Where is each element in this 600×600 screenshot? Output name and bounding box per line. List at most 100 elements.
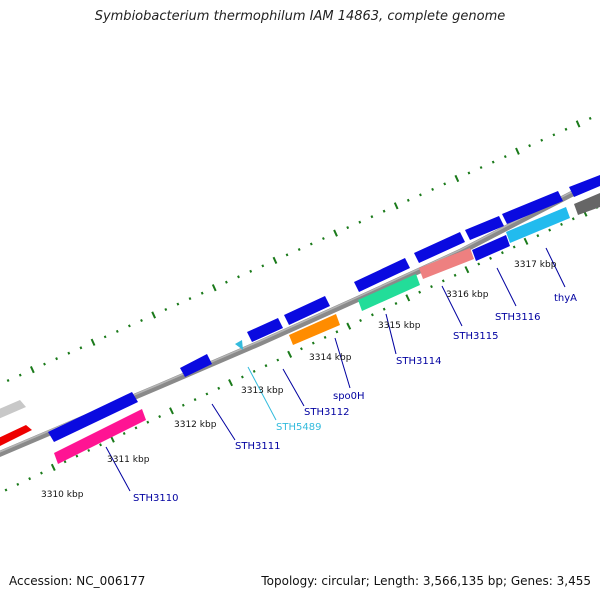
kbp-label: 3310 kbp (41, 490, 84, 500)
gene-blue-3112a[interactable] (247, 318, 283, 342)
tick-mark (453, 273, 457, 277)
gene-blue-3116[interactable] (502, 191, 563, 224)
tick-mark (454, 174, 460, 183)
gene-label-spo0H[interactable]: spo0H (333, 391, 365, 402)
leader-STH3114 (385, 313, 397, 355)
accession-text: Accession: NC_006177 (9, 574, 146, 588)
gene-label-STH3110[interactable]: STH3110 (133, 493, 178, 504)
leader-STH3111 (211, 403, 236, 441)
gene-blue-right-edge[interactable] (596, 176, 600, 182)
gene-label-STH3116[interactable]: STH3116 (495, 312, 540, 323)
gene-STH3116[interactable] (506, 207, 570, 243)
gene-blue-3114[interactable] (354, 258, 410, 292)
leader-STH3116 (496, 267, 517, 307)
gene-STH5489[interactable] (235, 340, 243, 350)
tick-mark (249, 269, 253, 273)
tick-mark (252, 369, 256, 373)
gene-label-STH3112[interactable]: STH3112 (304, 407, 349, 418)
kbp-label: 3316 kbp (446, 290, 489, 300)
gene-labels: STH3110 STH3111 STH5489 STH3112 spo0H ST… (133, 293, 577, 504)
gene-label-STH3114[interactable]: STH3114 (396, 356, 441, 367)
gene-label-STH3111[interactable]: STH3111 (235, 441, 280, 452)
tick-mark (430, 285, 433, 289)
leader-STH3112 (282, 368, 305, 407)
gene-STH3110[interactable] (54, 409, 146, 464)
tick-mark (489, 256, 492, 260)
tick-mark (264, 364, 268, 368)
tick-mark (323, 335, 327, 339)
gene-spo0H[interactable] (289, 314, 340, 345)
label-leaders (105, 247, 566, 492)
tick-mark (394, 301, 398, 306)
genome-summary-text: Topology: circular; Length: 3,566,135 bp… (261, 574, 591, 588)
genome-title: Symbiobacterium thermophilum IAM 14863, … (94, 9, 506, 24)
gene-gray-right[interactable] (574, 193, 600, 215)
gene-blue-3111[interactable] (180, 354, 212, 377)
tick-mark (193, 398, 197, 402)
gene-label-STH5489[interactable]: STH5489 (276, 422, 321, 433)
tick-mark (467, 171, 471, 175)
gene-red[interactable] (0, 425, 32, 446)
tick-mark (164, 307, 168, 312)
tick-mark (393, 202, 399, 210)
tick-mark (346, 226, 350, 230)
gene-track (0, 175, 600, 464)
tick-mark (523, 237, 529, 245)
gene-blue-3115b[interactable] (465, 216, 504, 240)
tick-mark (55, 357, 59, 361)
tick-mark (276, 358, 280, 362)
gene-STH3115[interactable] (419, 248, 474, 279)
leader-thyA (545, 247, 566, 288)
gene-STH3114[interactable] (358, 274, 420, 311)
tick-mark (491, 160, 495, 164)
kbp-scale-labels: 3310 kbp 3311 kbp 3312 kbp 3313 kbp 3314… (41, 260, 557, 500)
tick-mark (515, 147, 520, 155)
tick-mark (560, 222, 563, 226)
tick-mark (431, 187, 435, 191)
gene-light-gray[interactable] (0, 400, 26, 420)
tick-mark (588, 116, 592, 120)
kbp-label: 3313 kbp (241, 386, 284, 396)
tick-mark (500, 251, 504, 255)
tick-mark (335, 330, 339, 334)
tick-mark (127, 324, 131, 328)
gene-blue-3115a[interactable] (414, 232, 465, 263)
tick-mark (311, 341, 315, 345)
tick-mark (477, 262, 481, 266)
tick-mark (552, 133, 556, 137)
gene-blue-3112b[interactable] (284, 296, 330, 325)
tick-mark (75, 454, 79, 458)
leader-STH5489 (247, 366, 277, 421)
tick-mark (217, 386, 221, 390)
tick-mark (151, 311, 157, 319)
tick-mark (272, 256, 278, 265)
tick-mark (188, 297, 192, 301)
tick-mark (158, 415, 162, 419)
tick-mark (115, 329, 119, 333)
tick-mark (4, 488, 8, 492)
leader-STH3115 (441, 285, 463, 327)
leader-spo0H (334, 337, 351, 389)
kbp-label: 3312 kbp (174, 420, 217, 430)
tick-mark (237, 275, 240, 279)
tick-mark (333, 229, 338, 237)
tick-mark (18, 373, 22, 377)
tick-mark (50, 463, 56, 472)
tick-mark (441, 279, 445, 283)
tick-mark (63, 460, 67, 464)
kbp-label: 3314 kbp (309, 353, 352, 363)
gene-blue-3115c[interactable] (472, 235, 510, 261)
tick-mark (287, 350, 293, 358)
tick-mark (540, 138, 544, 142)
gene-blue-3110-upper[interactable] (48, 392, 138, 442)
tick-mark (16, 482, 20, 486)
tick-mark (211, 284, 217, 292)
tick-mark (370, 215, 374, 219)
gene-blue-upper-right[interactable] (569, 175, 600, 197)
gene-label-thyA[interactable]: thyA (554, 293, 577, 304)
tick-mark (370, 313, 374, 317)
gene-label-STH3115[interactable]: STH3115 (453, 331, 498, 342)
tick-marks (4, 116, 599, 492)
